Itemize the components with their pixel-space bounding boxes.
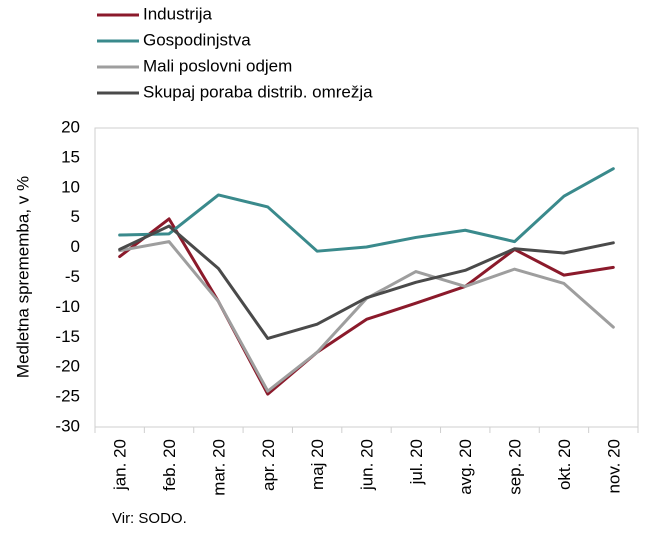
x-tick-label: jun. 20 [358, 439, 377, 491]
y-tick-label: -5 [65, 267, 80, 286]
series-line-1 [118, 217, 615, 396]
series-line-2 [118, 167, 615, 253]
legend-label: Skupaj poraba distrib. omrežja [143, 82, 373, 101]
y-tick-label: -15 [55, 327, 80, 346]
x-tick-label: nov. 20 [604, 439, 623, 494]
x-tick-label: maj 20 [308, 439, 327, 490]
y-tick-label: -25 [55, 387, 80, 406]
y-axis-title: Medletna sprememba, v % [13, 176, 32, 378]
legend-label: Gospodinjstva [143, 30, 251, 49]
x-tick-label: mar. 20 [209, 439, 228, 496]
x-tick-label: jan. 20 [111, 439, 130, 491]
source-note: Vir: SODO. [112, 510, 187, 527]
y-axis-ticks: 20 15 10 5 0 -5 -10 -15 -20 -25 -30 [55, 117, 80, 435]
x-tick-label: okt. 20 [555, 439, 574, 490]
plot-area [94, 127, 639, 428]
legend-label: Mali poslovni odjem [143, 56, 292, 75]
legend-label: Industrija [143, 4, 213, 23]
y-tick-label: 5 [71, 207, 80, 226]
x-tick-label: apr. 20 [259, 439, 278, 491]
x-tick-label: feb. 20 [160, 439, 179, 491]
y-tick-label: 0 [71, 237, 80, 256]
y-tick-label: 15 [61, 147, 80, 166]
series-line-3 [118, 240, 615, 393]
series-line-4 [118, 224, 615, 340]
x-tick-label: sep. 20 [506, 439, 525, 495]
x-tick-label: jul. 20 [407, 439, 426, 485]
legend: Industrija Gospodinjstva Mali poslovni odj… [97, 4, 373, 101]
y-tick-label: -20 [55, 357, 80, 376]
y-tick-label: -10 [55, 297, 80, 316]
y-tick-label: 20 [61, 117, 80, 136]
y-tick-label: 10 [61, 177, 80, 196]
x-axis-ticks: jan. 20 feb. 20 mar. 20 apr. 20 maj 20 jun. 2… [94, 427, 639, 496]
series-lines [118, 167, 615, 396]
y-tick-label: -30 [55, 416, 80, 435]
x-tick-label: avg. 20 [456, 439, 475, 495]
